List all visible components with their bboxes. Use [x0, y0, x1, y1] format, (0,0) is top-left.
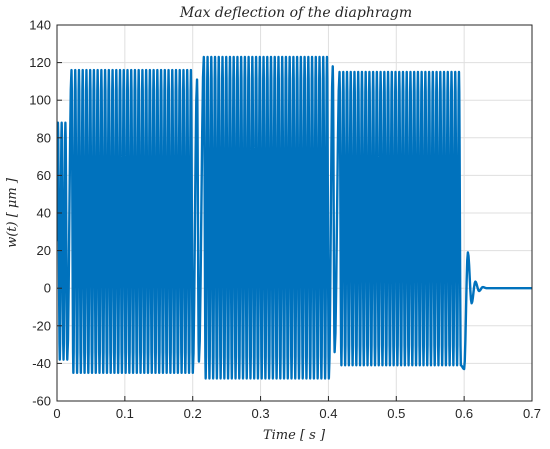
x-tick-label: 0 — [53, 406, 60, 421]
y-tick-label: 20 — [37, 243, 51, 258]
series-line — [57, 55, 532, 380]
x-tick-label: 0.5 — [387, 406, 405, 421]
x-axis-ticks: 0 0.1 0.2 0.3 0.4 0.5 0.6 0.7 — [53, 396, 541, 421]
y-tick-label: 120 — [29, 55, 51, 70]
y-axis-label: w(t) [ μm ] — [5, 177, 20, 248]
x-axis-label: Time [ s ] — [263, 428, 326, 443]
y-tick-label: 80 — [37, 130, 51, 145]
x-tick-label: 0.6 — [455, 406, 473, 421]
y-tick-label: 60 — [37, 168, 51, 183]
y-tick-label: 100 — [29, 93, 51, 108]
y-axis-ticks: -60 -40 -20 0 20 40 60 80 100 120 140 — [29, 18, 62, 409]
x-tick-label: 0.7 — [523, 406, 541, 421]
x-tick-label: 0.1 — [116, 406, 134, 421]
chart-title: Max deflection of the diaphragm — [179, 5, 412, 21]
y-tick-label: -60 — [32, 394, 51, 409]
x-tick-label: 0.3 — [252, 406, 270, 421]
y-tick-label: 40 — [37, 206, 51, 221]
x-tick-label: 0.4 — [319, 406, 337, 421]
x-tick-label: 0.2 — [184, 406, 202, 421]
y-tick-label: -40 — [32, 356, 51, 371]
y-tick-label: -20 — [32, 318, 51, 333]
y-tick-label: 0 — [44, 281, 51, 296]
y-tick-label: 140 — [29, 18, 51, 33]
series-layer — [57, 55, 532, 380]
